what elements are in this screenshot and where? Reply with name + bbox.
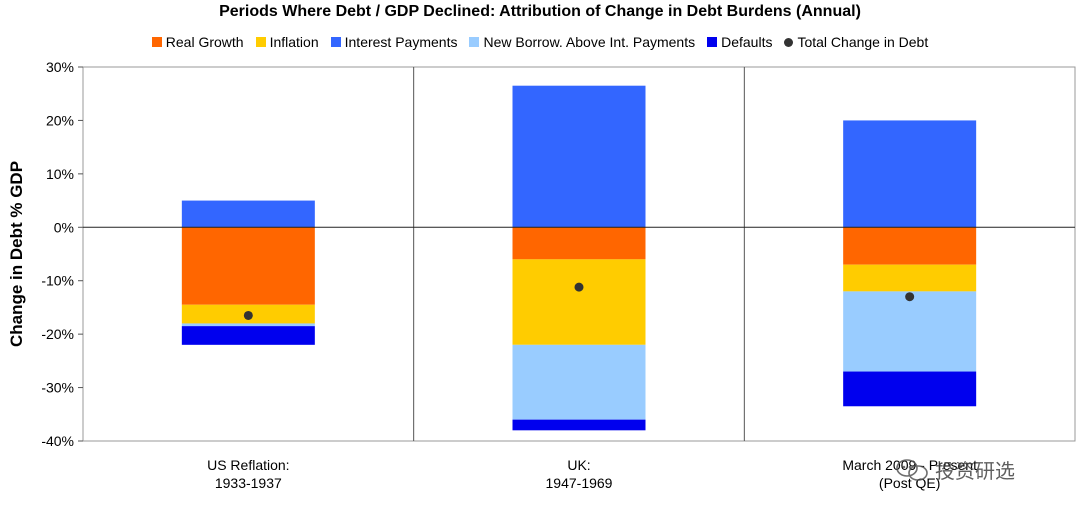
category-label: 1933-1937: [215, 475, 282, 491]
y-tick-label: 30%: [46, 59, 74, 75]
legend-entry-total: Total Change in Debt: [784, 34, 928, 50]
total-change-marker: [905, 292, 915, 302]
legend-entry-inflation: Inflation: [255, 34, 319, 50]
total-change-marker: [574, 282, 584, 292]
y-tick-label: 0%: [54, 219, 74, 235]
legend-label-interest-payments: Interest Payments: [344, 34, 458, 50]
bar-defaults: [512, 419, 646, 431]
plot-frame: [82, 66, 1076, 442]
bar-defaults: [181, 326, 315, 345]
y-tick-label: -20%: [41, 326, 74, 342]
legend-marker-total: [784, 37, 794, 47]
category-label: March 2009 - Present: [842, 457, 977, 473]
legend-label-defaults: Defaults: [721, 34, 773, 50]
bar-inflation: [843, 264, 977, 292]
legend-swatch-defaults: [707, 37, 718, 47]
y-axis-title: Change in Debt % GDP: [7, 161, 26, 347]
y-tick-label: -30%: [41, 380, 74, 396]
bar-interest-payments: [181, 200, 315, 228]
legend-label-real-growth: Real Growth: [165, 34, 244, 50]
category-label: 1947-1969: [546, 475, 613, 491]
watermark-text: 投资研选: [935, 461, 1015, 483]
chart-title: Periods Where Debt / GDP Declined: Attri…: [219, 3, 861, 20]
legend-label-new-borrow: New Borrow. Above Int. Payments: [483, 34, 696, 50]
category-label: UK:: [567, 457, 590, 473]
legend: Real Growth Inflation Interest Payments …: [0, 34, 1080, 50]
bar-inflation: [512, 259, 646, 345]
bar-real-growth: [843, 227, 977, 265]
legend-entry-defaults: Defaults: [707, 34, 772, 50]
bar-real-growth: [512, 227, 646, 260]
category-label: (Post QE): [879, 475, 940, 491]
bar-new-borrow-above-int-payments: [843, 291, 977, 372]
legend-swatch-real-growth: [151, 37, 162, 47]
legend-swatch-new-borrow: [469, 37, 480, 47]
wechat-icon: [896, 458, 928, 481]
legend-label-inflation: Inflation: [269, 34, 319, 50]
legend-entry-real-growth: Real Growth: [151, 34, 244, 50]
legend-entry-new-borrow: New Borrow. Above Int. Payments: [469, 34, 695, 50]
category-label: US Reflation:: [207, 457, 289, 473]
y-tick-label: -10%: [41, 273, 74, 289]
y-tick-label: 10%: [46, 166, 74, 182]
total-change-marker: [243, 310, 253, 320]
legend-swatch-interest-payments: [330, 37, 341, 47]
legend-entry-interest-payments: Interest Payments: [330, 34, 458, 50]
legend-label-total: Total Change in Debt: [797, 34, 929, 50]
bar-defaults: [843, 371, 977, 407]
bar-interest-payments: [843, 120, 977, 228]
bar-interest-payments: [512, 85, 646, 228]
bar-real-growth: [181, 227, 315, 305]
watermark: 投资研选: [895, 455, 1015, 484]
legend-swatch-inflation: [255, 37, 266, 47]
y-tick-label: -40%: [41, 433, 74, 449]
bar-new-borrow-above-int-payments: [181, 323, 315, 327]
bar-new-borrow-above-int-payments: [512, 344, 646, 420]
y-tick-label: 20%: [46, 112, 74, 128]
